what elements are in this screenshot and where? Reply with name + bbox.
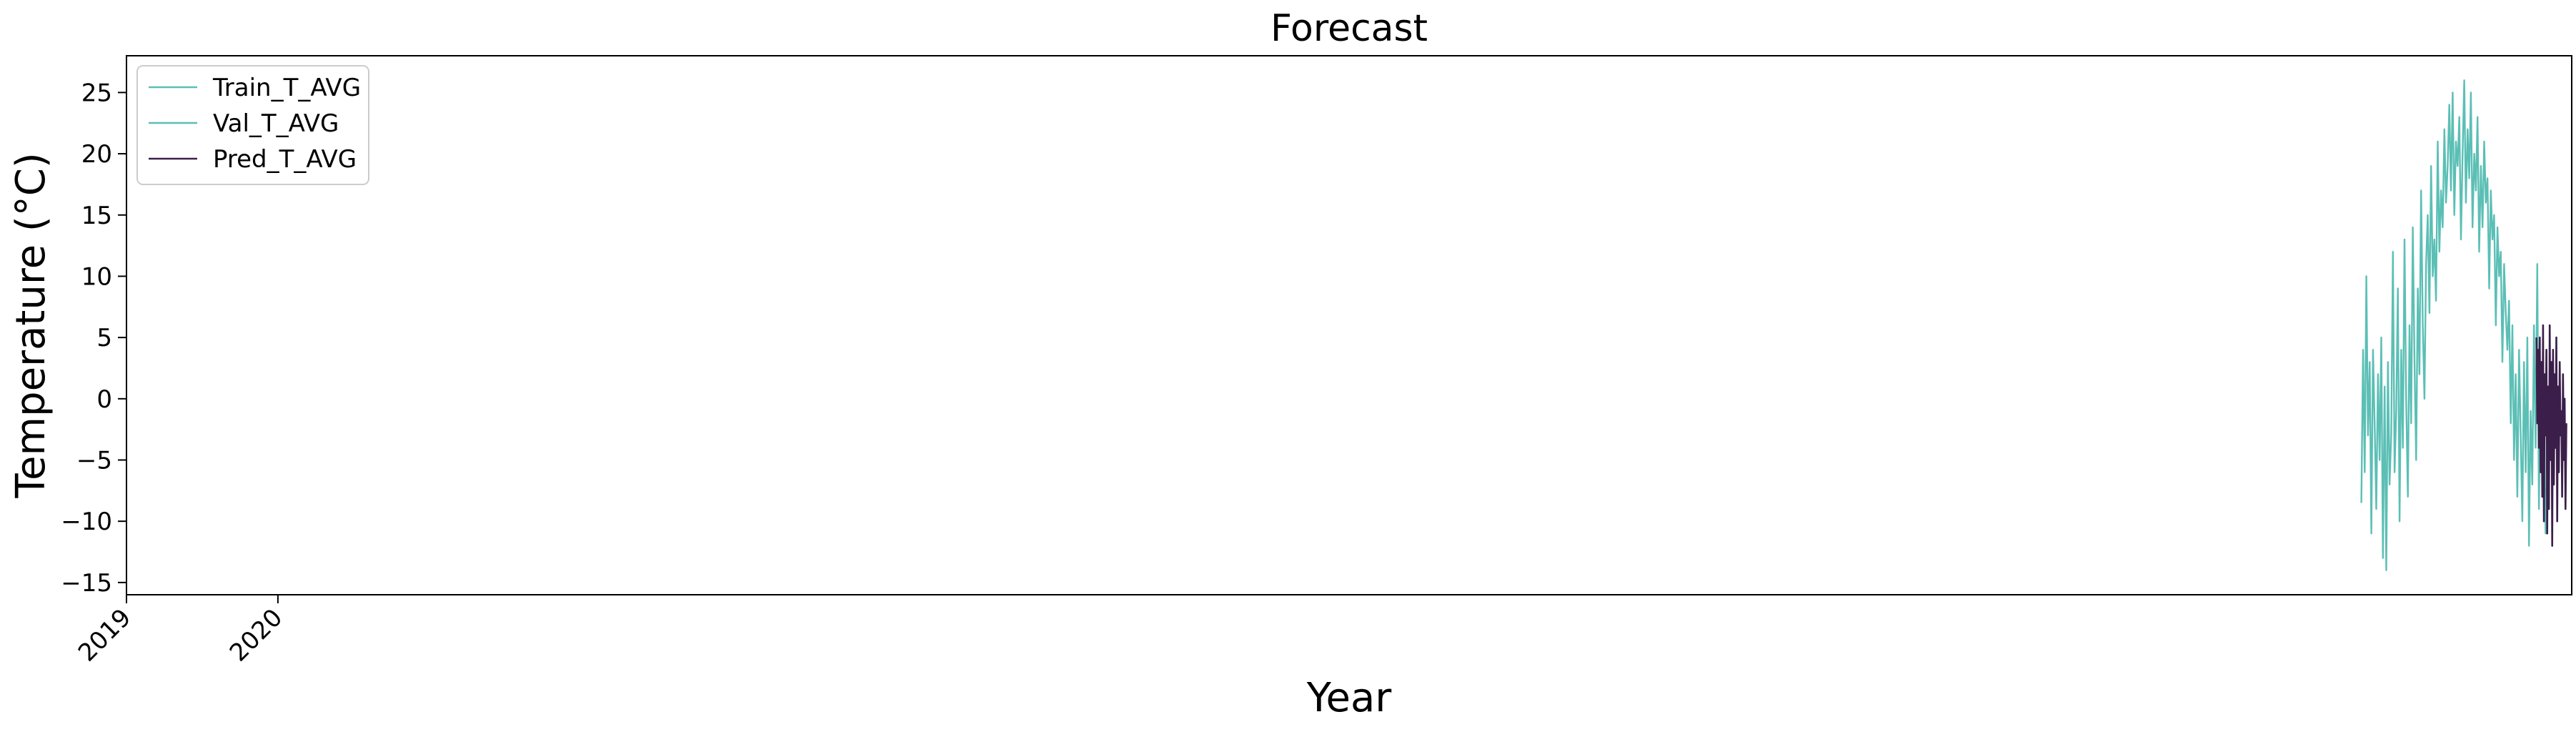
legend-label: Pred_T_AVG (213, 145, 357, 174)
x-axis: 2019 2020 (73, 595, 288, 668)
legend: Train_T_AVG Val_T_AVG Pred_T_AVG (136, 65, 369, 185)
y-tick-label: 0 (96, 385, 112, 414)
x-tick-label: 2019 (73, 603, 136, 667)
legend-box (136, 65, 369, 185)
y-tick-label: −10 (61, 508, 112, 536)
y-tick-label: 5 (96, 324, 112, 352)
legend-label: Val_T_AVG (213, 109, 339, 138)
x-tick-label: 2020 (224, 603, 288, 667)
y-axis-label: Temperature (°C) (8, 152, 54, 498)
y-tick-label: 15 (81, 202, 112, 230)
x-axis-label: Year (1306, 675, 1393, 721)
y-tick-label: 20 (81, 140, 112, 169)
plot-area (126, 55, 2572, 595)
chart-title: Forecast (1270, 7, 1428, 50)
y-axis: −15 −10 −5 0 5 10 15 20 25 (61, 79, 126, 598)
legend-label: Train_T_AVG (212, 74, 361, 102)
plot-frame (126, 55, 2572, 595)
series-line-train-t-avg (2360, 79, 2550, 571)
y-tick-label: 25 (81, 79, 112, 107)
y-tick-label: −15 (61, 569, 112, 598)
y-tick-label: −5 (76, 447, 112, 475)
y-tick-label: 10 (81, 262, 112, 291)
series-line-pred-t-avg (2535, 324, 2567, 547)
